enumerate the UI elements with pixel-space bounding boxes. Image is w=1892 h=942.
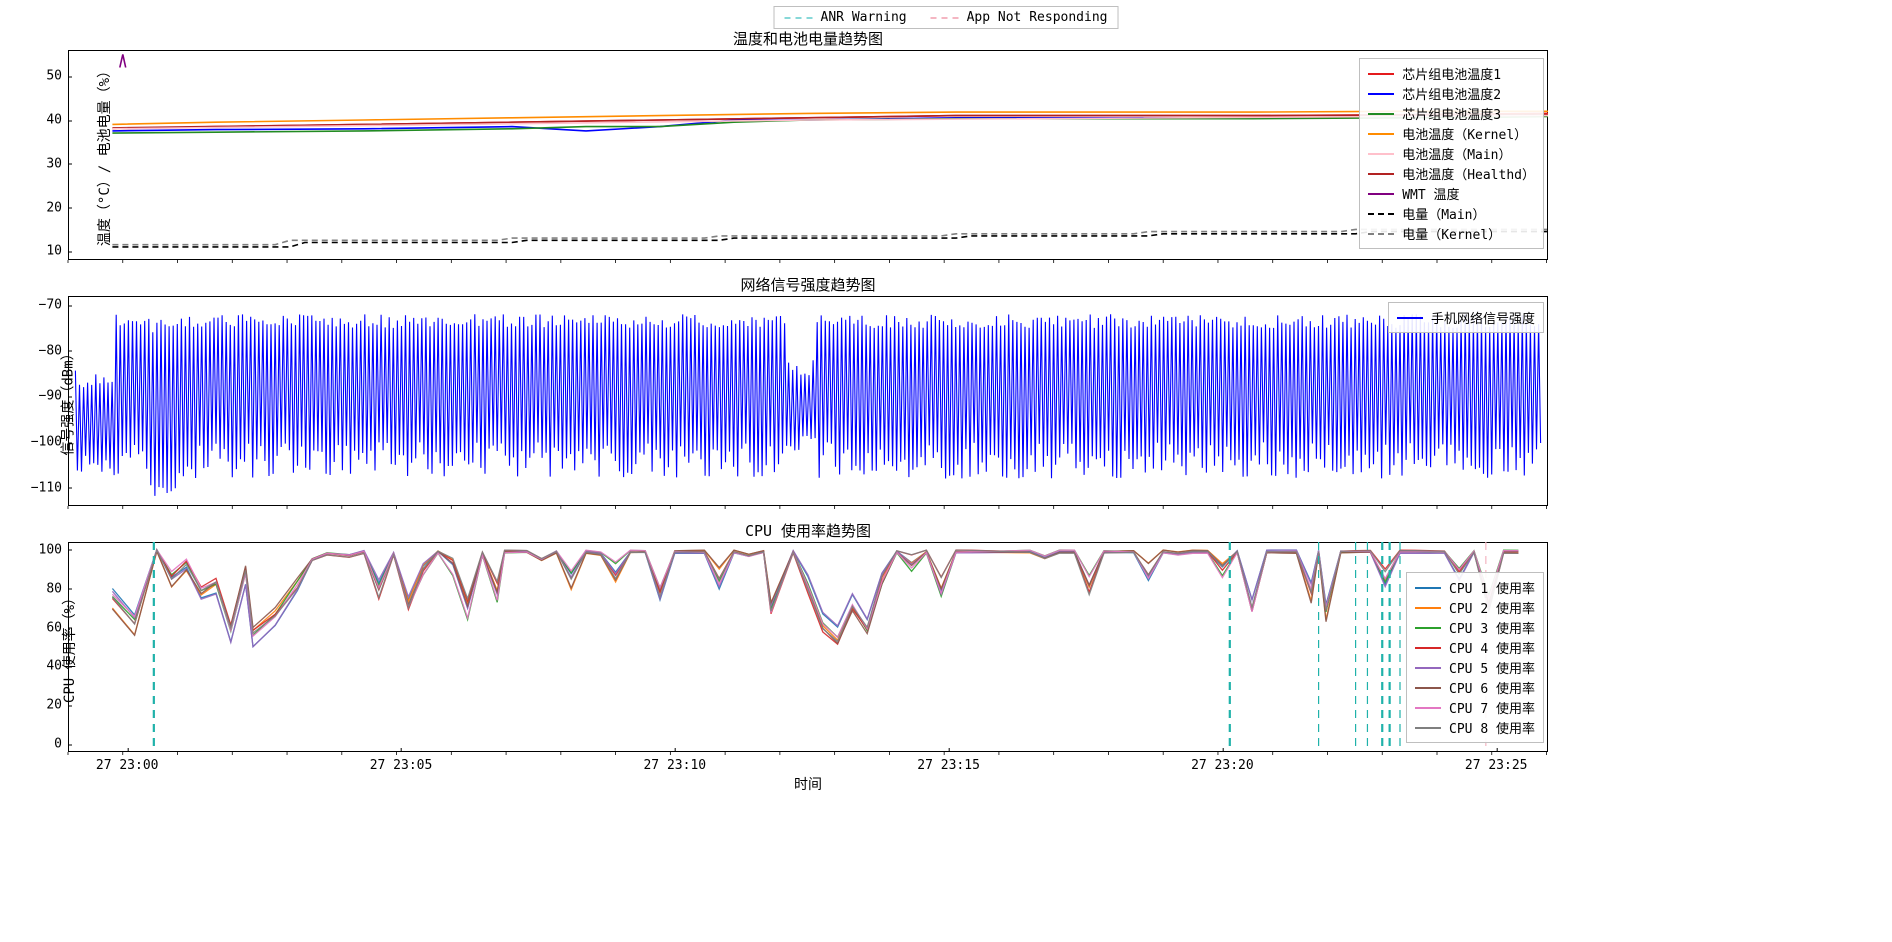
y-tick: 80 [46,581,68,596]
line-swatch-icon [1415,587,1441,589]
y-tick: 0 [54,737,68,752]
y-tick: −70 [39,298,68,313]
x-tick: 27 23:20 [1191,752,1254,773]
x-axis-label: 时间 [794,774,822,794]
legend-item: WMT 温度 [1368,184,1535,203]
legend-label: CPU 8 使用率 [1449,718,1535,737]
y-tick: −90 [39,389,68,404]
line-swatch-icon [1368,233,1394,235]
legend-item: CPU 8 使用率 [1415,718,1535,737]
legend-item: 芯片组电池温度2 [1368,84,1535,103]
y-tick: 60 [46,620,68,635]
legend-item: CPU 1 使用率 [1415,578,1535,597]
legend-item: CPU 5 使用率 [1415,658,1535,677]
legend-item: 电池温度（Main） [1368,144,1535,163]
y-tick: 20 [46,698,68,713]
y-tick: −80 [39,343,68,358]
x-tick: 27 23:25 [1465,752,1528,773]
chart-plot-area [68,50,1548,260]
y-tick: 50 [46,69,68,84]
line-swatch-icon [1397,317,1423,319]
legend-item-anr-warning: ANR Warning [785,10,907,25]
legend-item-app-not-responding: App Not Responding [931,10,1108,25]
x-tick: 27 23:10 [643,752,706,773]
x-tick: 27 23:00 [96,752,159,773]
line-swatch-icon [1415,647,1441,649]
legend-label: 电池温度（Kernel） [1402,124,1527,143]
line-swatch-icon [1415,667,1441,669]
legend-item: CPU 2 使用率 [1415,598,1535,617]
line-swatch-icon [1415,627,1441,629]
y-tick: 100 [39,542,68,557]
legend-label: 电池温度（Healthd） [1402,164,1535,183]
legend-label: 电量（Kernel） [1402,224,1501,243]
legend-item: 电量（Kernel） [1368,224,1535,243]
panel-title: CPU 使用率趋势图 [745,520,871,541]
chart-panel-cpu: CPU 使用率趋势图CPU 使用率（%）02040608010027 23:00… [68,542,1548,752]
legend-label: CPU 6 使用率 [1449,678,1535,697]
legend-item: 电量（Main） [1368,204,1535,223]
y-tick: −100 [31,435,68,450]
dash-swatch-icon [931,17,959,19]
panel-legend: 手机网络信号强度 [1388,302,1544,333]
figure-legend: ANR Warning App Not Responding [774,6,1119,29]
chart-panel-signal: 网络信号强度趋势图信号强度（dBm）−110−100−90−80−70手机网络信… [68,296,1548,506]
legend-label: WMT 温度 [1402,184,1459,203]
y-tick: −110 [31,480,68,495]
line-swatch-icon [1415,727,1441,729]
legend-item: 电池温度（Kernel） [1368,124,1535,143]
legend-label: 芯片组电池温度1 [1402,64,1501,83]
line-swatch-icon [1368,173,1394,175]
line-swatch-icon [1368,133,1394,135]
legend-item: CPU 3 使用率 [1415,618,1535,637]
line-swatch-icon [1368,193,1394,195]
line-swatch-icon [1368,113,1394,115]
chart-panel-temp: 温度和电池电量趋势图温度（°C）/ 电池电量（%）1020304050芯片组电池… [68,50,1548,260]
line-swatch-icon [1368,213,1394,215]
legend-label: App Not Responding [967,10,1108,25]
legend-label: 电量（Main） [1402,204,1485,223]
line-swatch-icon [1368,153,1394,155]
legend-label: 手机网络信号强度 [1431,308,1535,327]
chart-plot-area [68,542,1548,752]
legend-label: ANR Warning [821,10,907,25]
panel-legend: CPU 1 使用率CPU 2 使用率CPU 3 使用率CPU 4 使用率CPU … [1406,572,1544,743]
chart-plot-area [68,296,1548,506]
line-swatch-icon [1368,93,1394,95]
legend-label: CPU 5 使用率 [1449,658,1535,677]
legend-label: CPU 3 使用率 [1449,618,1535,637]
legend-item: CPU 6 使用率 [1415,678,1535,697]
legend-label: 芯片组电池温度3 [1402,104,1501,123]
legend-item: 芯片组电池温度1 [1368,64,1535,83]
dash-swatch-icon [785,17,813,19]
y-tick: 40 [46,659,68,674]
legend-item: CPU 4 使用率 [1415,638,1535,657]
legend-item: 手机网络信号强度 [1397,308,1535,327]
y-tick: 10 [46,244,68,259]
panel-title: 网络信号强度趋势图 [740,274,875,295]
x-tick: 27 23:15 [917,752,980,773]
legend-label: CPU 2 使用率 [1449,598,1535,617]
line-swatch-icon [1415,707,1441,709]
legend-label: CPU 1 使用率 [1449,578,1535,597]
legend-item: 电池温度（Healthd） [1368,164,1535,183]
legend-label: CPU 7 使用率 [1449,698,1535,717]
x-tick: 27 23:05 [370,752,433,773]
legend-item: CPU 7 使用率 [1415,698,1535,717]
y-tick: 20 [46,200,68,215]
legend-label: 芯片组电池温度2 [1402,84,1501,103]
y-tick: 30 [46,156,68,171]
panel-title: 温度和电池电量趋势图 [733,28,883,49]
line-swatch-icon [1415,607,1441,609]
panel-legend: 芯片组电池温度1芯片组电池温度2芯片组电池温度3电池温度（Kernel）电池温度… [1359,58,1544,249]
legend-label: 电池温度（Main） [1402,144,1511,163]
line-swatch-icon [1368,73,1394,75]
line-swatch-icon [1415,687,1441,689]
legend-item: 芯片组电池温度3 [1368,104,1535,123]
y-tick: 40 [46,113,68,128]
legend-label: CPU 4 使用率 [1449,638,1535,657]
